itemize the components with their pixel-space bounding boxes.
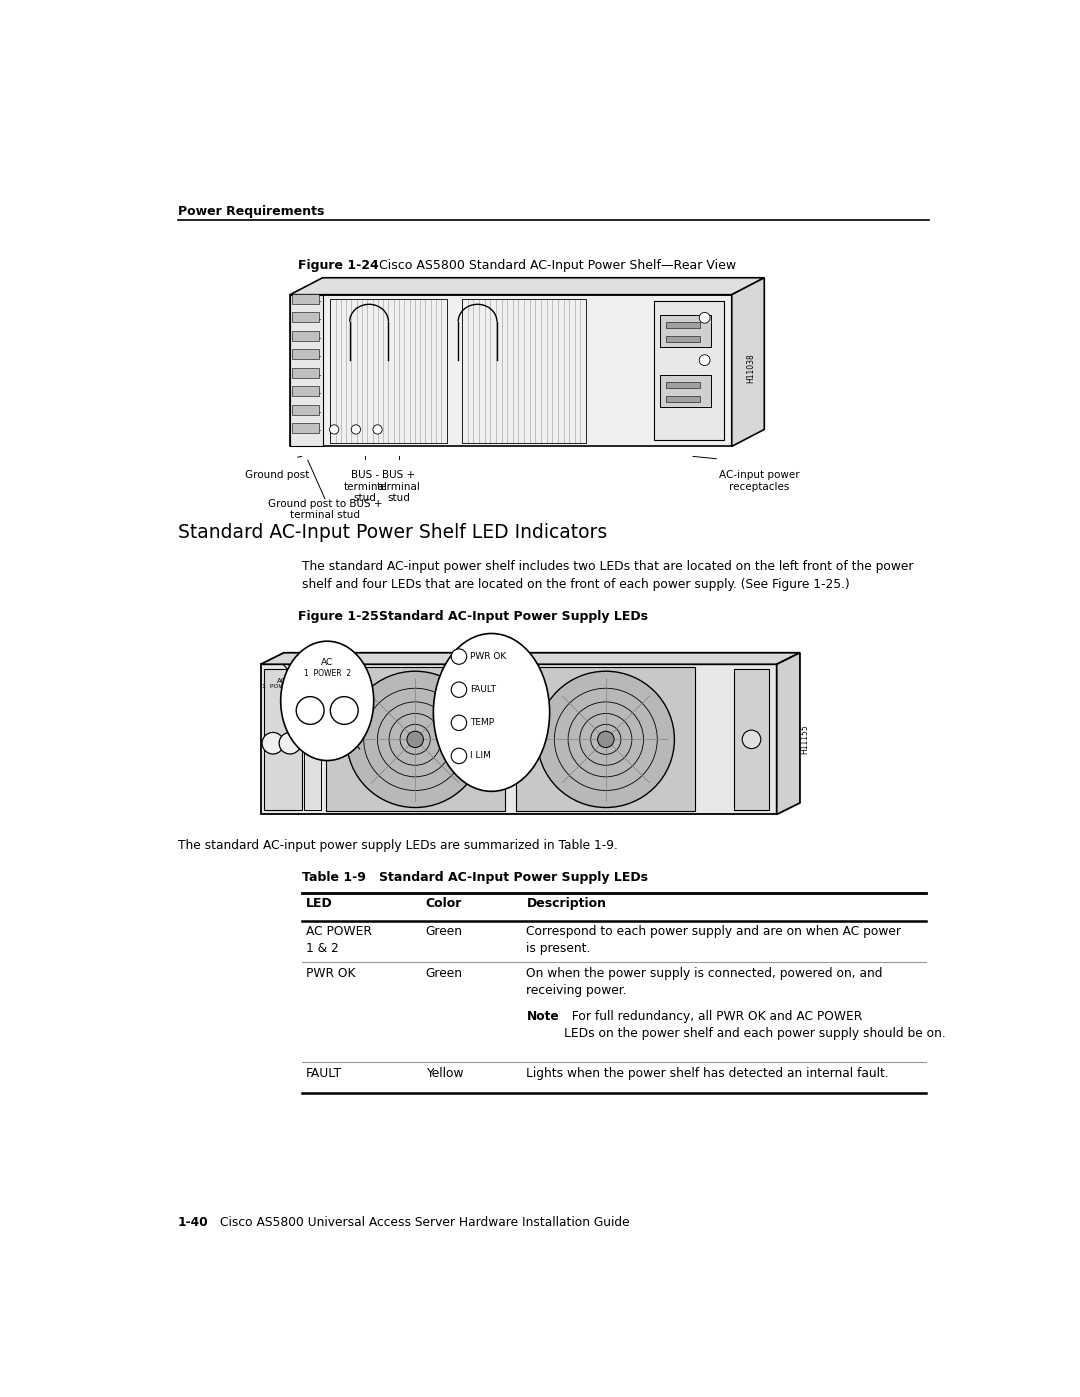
Circle shape (407, 731, 423, 747)
FancyBboxPatch shape (292, 331, 320, 341)
Circle shape (451, 648, 467, 665)
Polygon shape (260, 652, 800, 665)
Ellipse shape (281, 641, 374, 760)
Polygon shape (291, 278, 765, 295)
Circle shape (518, 749, 527, 757)
Circle shape (518, 700, 527, 708)
Text: AC-input power
receptacles: AC-input power receptacles (718, 471, 799, 492)
Text: TEMP: TEMP (470, 718, 494, 728)
Polygon shape (291, 295, 732, 447)
Text: Green: Green (426, 967, 462, 979)
Text: Lights when the power shelf has detected an internal fault.: Lights when the power shelf has detected… (526, 1067, 889, 1080)
FancyBboxPatch shape (292, 349, 320, 359)
Text: AC POWER
1 & 2: AC POWER 1 & 2 (306, 925, 372, 956)
FancyBboxPatch shape (292, 387, 320, 397)
Circle shape (699, 355, 710, 366)
Text: FAULT: FAULT (470, 685, 496, 694)
FancyBboxPatch shape (666, 335, 700, 342)
FancyBboxPatch shape (292, 293, 320, 305)
Circle shape (308, 671, 318, 680)
Text: LED: LED (306, 897, 333, 909)
Circle shape (347, 671, 484, 807)
Circle shape (510, 724, 518, 732)
FancyBboxPatch shape (661, 374, 711, 407)
Text: Ground post to BUS +
terminal stud: Ground post to BUS + terminal stud (268, 499, 382, 520)
Text: On when the power supply is connected, powered on, and
receiving power.: On when the power supply is connected, p… (526, 967, 882, 997)
Polygon shape (732, 278, 765, 447)
Polygon shape (516, 668, 696, 812)
Text: Note: Note (526, 1010, 559, 1023)
Text: FAULT: FAULT (306, 1067, 341, 1080)
FancyBboxPatch shape (292, 367, 320, 377)
Text: Figure 1-25: Figure 1-25 (298, 610, 378, 623)
Text: AC: AC (321, 658, 334, 668)
Ellipse shape (433, 633, 550, 791)
Text: AC: AC (276, 678, 286, 685)
Circle shape (510, 747, 518, 756)
Text: Description: Description (526, 897, 606, 909)
Polygon shape (303, 669, 321, 810)
Text: Cisco AS5800 Universal Access Server Hardware Installation Guide: Cisco AS5800 Universal Access Server Har… (220, 1217, 630, 1229)
Text: Ground post: Ground post (245, 471, 309, 481)
Circle shape (510, 673, 518, 682)
Text: The standard AC-input power shelf includes two LEDs that are located on the left: The standard AC-input power shelf includ… (301, 560, 913, 591)
Text: BUS -
terminal
stud: BUS - terminal stud (343, 471, 387, 503)
Circle shape (262, 732, 284, 754)
Text: H11155: H11155 (800, 725, 809, 754)
Circle shape (518, 725, 527, 733)
FancyBboxPatch shape (292, 313, 320, 323)
Text: Correspond to each power supply and are on when AC power
is present.: Correspond to each power supply and are … (526, 925, 902, 956)
Text: PWR OK: PWR OK (470, 652, 507, 661)
Text: Yellow: Yellow (426, 1067, 463, 1080)
FancyBboxPatch shape (661, 314, 711, 346)
Circle shape (296, 697, 324, 725)
Text: Green: Green (426, 925, 462, 939)
Text: Cisco AS5800 Standard AC-Input Power Shelf—Rear View: Cisco AS5800 Standard AC-Input Power She… (379, 258, 737, 271)
Polygon shape (734, 669, 769, 810)
FancyBboxPatch shape (666, 321, 700, 328)
Polygon shape (326, 668, 504, 812)
Text: Power Requirements: Power Requirements (177, 204, 324, 218)
Circle shape (279, 732, 301, 754)
Circle shape (373, 425, 382, 434)
Circle shape (451, 749, 467, 764)
Text: Standard AC-Input Power Supply LEDs: Standard AC-Input Power Supply LEDs (379, 872, 648, 884)
Circle shape (451, 715, 467, 731)
FancyBboxPatch shape (292, 405, 320, 415)
Text: I LIM: I LIM (470, 752, 490, 760)
FancyBboxPatch shape (666, 395, 700, 402)
FancyBboxPatch shape (666, 381, 700, 388)
Text: H11038: H11038 (746, 353, 756, 383)
Polygon shape (777, 652, 800, 814)
Text: The standard AC-input power supply LEDs are summarized in Table 1-9.: The standard AC-input power supply LEDs … (177, 840, 618, 852)
FancyBboxPatch shape (292, 423, 320, 433)
Polygon shape (291, 295, 323, 447)
Text: PWR OK: PWR OK (306, 967, 355, 979)
Circle shape (329, 425, 339, 434)
Circle shape (510, 698, 518, 707)
Circle shape (537, 671, 674, 807)
Circle shape (451, 682, 467, 697)
Text: Figure 1-24: Figure 1-24 (298, 258, 378, 271)
Circle shape (351, 425, 361, 434)
Text: Standard AC-Input Power Supply LEDs: Standard AC-Input Power Supply LEDs (379, 610, 648, 623)
Text: 1-40: 1-40 (177, 1217, 208, 1229)
Text: BUS +
terminal
stud: BUS + terminal stud (377, 471, 420, 503)
FancyBboxPatch shape (654, 300, 724, 440)
Circle shape (742, 731, 760, 749)
Polygon shape (264, 669, 302, 810)
Text: 1  POWER  2: 1 POWER 2 (262, 685, 301, 689)
Text: Standard AC-Input Power Shelf LED Indicators: Standard AC-Input Power Shelf LED Indica… (177, 524, 607, 542)
Circle shape (308, 705, 318, 715)
Polygon shape (260, 665, 777, 814)
Circle shape (597, 731, 615, 747)
Circle shape (699, 313, 710, 323)
Text: For full redundancy, all PWR OK and AC POWER
LEDs on the power shelf and each po: For full redundancy, all PWR OK and AC P… (564, 1010, 945, 1039)
Circle shape (518, 676, 527, 685)
Text: Color: Color (426, 897, 462, 909)
Text: 1  POWER  2: 1 POWER 2 (303, 669, 351, 678)
Circle shape (330, 697, 359, 725)
Circle shape (308, 740, 318, 750)
Text: Table 1-9: Table 1-9 (301, 872, 365, 884)
